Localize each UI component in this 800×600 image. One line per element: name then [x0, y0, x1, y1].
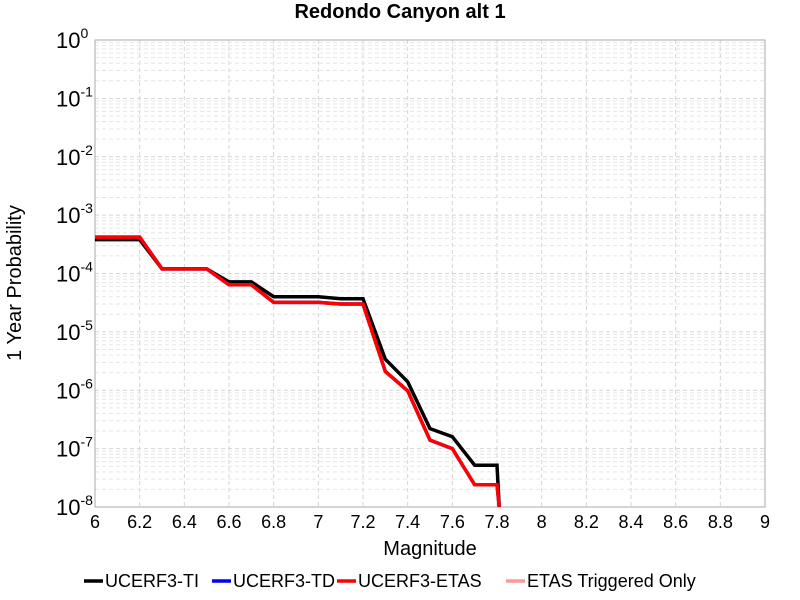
series-layer — [95, 235, 501, 508]
legend-label: ETAS Triggered Only — [527, 571, 696, 591]
legend-item: UCERF3-TI — [84, 571, 199, 591]
chart-title: Redondo Canyon alt 1 — [294, 1, 505, 23]
x-tick-label: 6.2 — [127, 512, 152, 532]
y-tick-exponent: -1 — [80, 83, 93, 99]
x-tick-label: 8 — [537, 512, 547, 532]
y-tick-exponent: -3 — [80, 200, 93, 216]
x-axis-label: Magnitude — [383, 538, 476, 560]
x-tick-label: 9 — [760, 512, 770, 532]
x-tick-label: 7.6 — [440, 512, 465, 532]
y-tick-label: 10-7 — [56, 434, 93, 462]
x-tick-label: 8.8 — [708, 512, 733, 532]
y-tick-label: 10-2 — [56, 142, 93, 170]
legend-item: ETAS Triggered Only — [506, 571, 696, 591]
y-tick-base: 10 — [56, 437, 80, 462]
x-tick-label: 8.6 — [663, 512, 688, 532]
legend-item: UCERF3-TD — [212, 571, 335, 591]
y-tick-base: 10 — [56, 145, 80, 170]
y-tick-exponent: 0 — [80, 25, 88, 41]
legend-label: UCERF3-TI — [105, 571, 199, 591]
x-tick-label: 6.8 — [261, 512, 286, 532]
y-tick-label: 10-6 — [56, 375, 93, 403]
x-tick-label: 6.6 — [216, 512, 241, 532]
y-tick-base: 10 — [56, 262, 80, 287]
y-tick-base: 10 — [56, 28, 80, 53]
y-tick-base: 10 — [56, 378, 80, 403]
y-tick-base: 10 — [56, 86, 80, 111]
series-line-3 — [95, 235, 501, 508]
y-tick-exponent: -7 — [80, 434, 93, 450]
y-tick-exponent: -5 — [80, 317, 93, 333]
x-tick-label: 7 — [313, 512, 323, 532]
x-tick-label: 8.4 — [618, 512, 643, 532]
y-tick-exponent: -6 — [80, 375, 93, 391]
legend-label: UCERF3-ETAS — [358, 571, 482, 591]
y-tick-base: 10 — [56, 320, 80, 345]
y-tick-exponent: -8 — [80, 492, 93, 508]
legend-item: UCERF3-ETAS — [337, 571, 482, 591]
x-tick-label: 7.4 — [395, 512, 420, 532]
y-tick-label: 10-3 — [56, 200, 93, 228]
x-tick-label: 8.2 — [574, 512, 599, 532]
x-tick-label: 6 — [90, 512, 100, 532]
x-tick-label: 7.2 — [350, 512, 375, 532]
x-tick-label: 6.4 — [172, 512, 197, 532]
y-tick-label: 10-8 — [56, 492, 93, 520]
x-tick-label: 7.8 — [484, 512, 509, 532]
y-tick-label: 100 — [56, 25, 88, 53]
y-tick-base: 10 — [56, 203, 80, 228]
plot-frame — [94, 39, 766, 508]
y-tick-label: 10-4 — [56, 259, 93, 287]
y-tick-label: 10-5 — [56, 317, 93, 345]
y-tick-exponent: -2 — [80, 142, 93, 158]
y-tick-exponent: -4 — [80, 259, 93, 275]
legend: UCERF3-TI UCERF3-TD UCERF3-ETAS ETAS Trigge… — [84, 571, 696, 591]
y-tick-label: 10-1 — [56, 83, 93, 111]
y-axis-label: 1 Year Probability — [4, 205, 26, 361]
x-tick-labels: 6 6.2 6.4 6.6 6.8 7 7.2 7.4 7.6 7.8 8 8.2 8.4 8.6 8.8 9 — [90, 512, 770, 532]
y-tick-base: 10 — [56, 495, 80, 520]
legend-label: UCERF3-TD — [233, 571, 335, 591]
